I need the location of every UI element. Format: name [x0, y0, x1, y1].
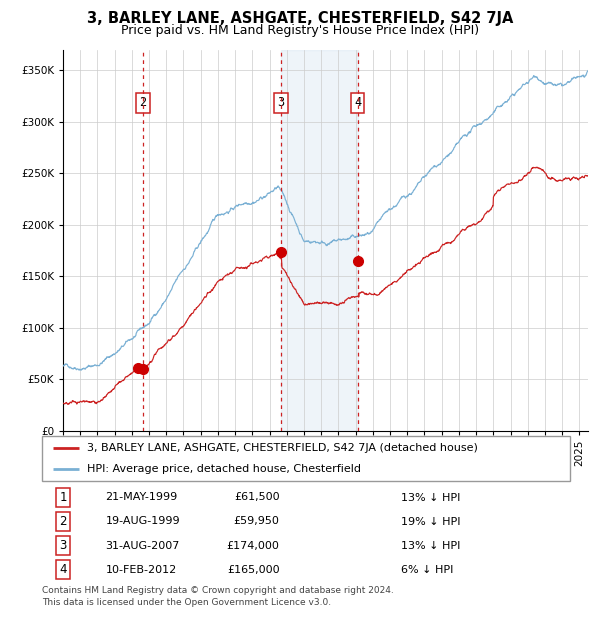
Text: 3, BARLEY LANE, ASHGATE, CHESTERFIELD, S42 7JA: 3, BARLEY LANE, ASHGATE, CHESTERFIELD, S…: [87, 11, 513, 26]
Text: 3: 3: [277, 97, 284, 110]
Text: 21-MAY-1999: 21-MAY-1999: [106, 492, 178, 502]
Text: £61,500: £61,500: [234, 492, 280, 502]
Text: Contains HM Land Registry data © Crown copyright and database right 2024.
This d: Contains HM Land Registry data © Crown c…: [42, 586, 394, 607]
Text: 13% ↓ HPI: 13% ↓ HPI: [401, 541, 460, 551]
Text: 6% ↓ HPI: 6% ↓ HPI: [401, 565, 454, 575]
Text: 19-AUG-1999: 19-AUG-1999: [106, 516, 180, 526]
Text: 1: 1: [59, 491, 67, 504]
Text: 3, BARLEY LANE, ASHGATE, CHESTERFIELD, S42 7JA (detached house): 3, BARLEY LANE, ASHGATE, CHESTERFIELD, S…: [87, 443, 478, 453]
Text: 4: 4: [59, 563, 67, 576]
Text: 10-FEB-2012: 10-FEB-2012: [106, 565, 176, 575]
Text: 4: 4: [354, 97, 361, 110]
Text: £165,000: £165,000: [227, 565, 280, 575]
Text: Price paid vs. HM Land Registry's House Price Index (HPI): Price paid vs. HM Land Registry's House …: [121, 24, 479, 37]
Text: £59,950: £59,950: [234, 516, 280, 526]
Bar: [281, 50, 358, 431]
Text: 31-AUG-2007: 31-AUG-2007: [106, 541, 180, 551]
Text: HPI: Average price, detached house, Chesterfield: HPI: Average price, detached house, Ches…: [87, 464, 361, 474]
Text: 13% ↓ HPI: 13% ↓ HPI: [401, 492, 460, 502]
Text: 3: 3: [59, 539, 67, 552]
Text: 2: 2: [139, 97, 146, 110]
Text: £174,000: £174,000: [227, 541, 280, 551]
Text: 19% ↓ HPI: 19% ↓ HPI: [401, 516, 461, 526]
Text: 2: 2: [59, 515, 67, 528]
